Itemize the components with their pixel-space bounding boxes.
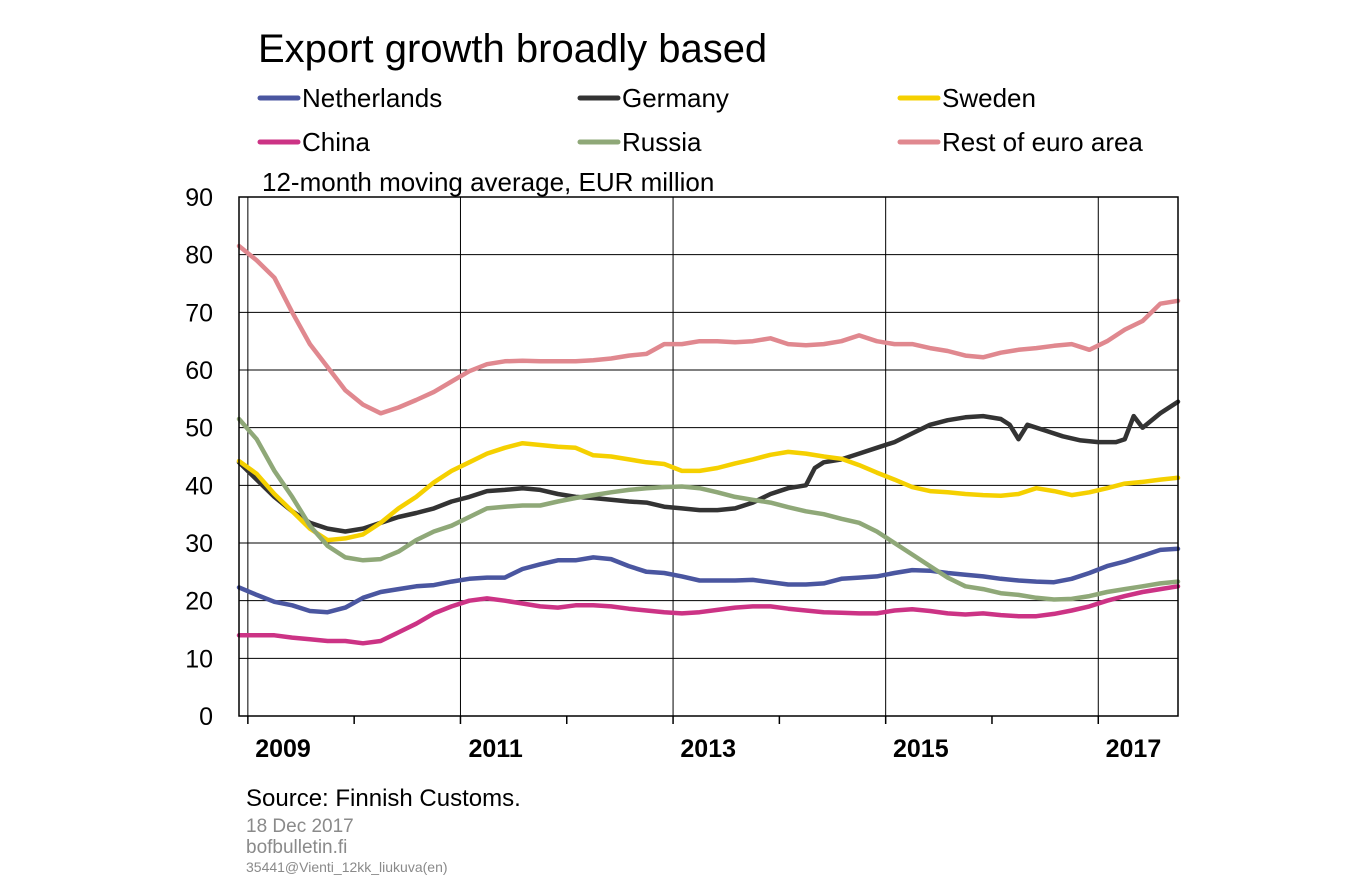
- legend-item: Germany: [577, 83, 729, 113]
- x-tick-label: 2013: [680, 735, 736, 763]
- site-name: bofbulletin.fi: [246, 837, 347, 858]
- x-tick-label: 2011: [468, 735, 522, 763]
- series-lines: [236, 243, 1181, 646]
- x-tick-label: 2017: [1106, 735, 1162, 763]
- legend-label: Sweden: [942, 83, 1036, 113]
- legend-label: Netherlands: [302, 83, 442, 113]
- series-line-0: [236, 546, 1181, 615]
- series-line-2: [236, 440, 1181, 543]
- legend-label: Russia: [622, 127, 702, 157]
- y-tick-label: 30: [185, 530, 213, 558]
- series-line-3: [236, 584, 1181, 646]
- publication-date: 18 Dec 2017: [246, 816, 354, 837]
- y-axis: 0 10 20 30 40 50 60 70 80 90: [185, 184, 213, 731]
- chart-subtitle: 12-month moving average, EUR million: [262, 167, 714, 197]
- y-tick-label: 70: [185, 299, 213, 327]
- y-tick-label: 90: [185, 184, 213, 212]
- series-line-4: [236, 416, 1181, 602]
- chart-title: Export growth broadly based: [258, 27, 767, 71]
- legend: Netherlands Germany Sweden China Russia Rest …: [257, 83, 1143, 157]
- legend-item: Russia: [577, 127, 702, 157]
- y-tick-label: 20: [185, 588, 213, 616]
- chart-code: 35441@Vienti_12kk_liukuva(en): [246, 859, 448, 875]
- legend-item: China: [257, 127, 370, 157]
- plot-frame: [238, 196, 1179, 717]
- y-tick-label: 50: [185, 415, 213, 443]
- series-line-1: [236, 399, 1181, 534]
- source-note: Source: Finnish Customs.: [246, 785, 521, 812]
- legend-label: Germany: [622, 83, 729, 113]
- y-tick-label: 80: [185, 242, 213, 270]
- x-axis: 2009 2011 2013 2015 2017: [247, 716, 1162, 763]
- legend-item: Rest of euro area: [897, 127, 1143, 157]
- legend-item: Netherlands: [257, 83, 442, 113]
- y-tick-label: 0: [199, 703, 213, 731]
- gridlines: [239, 197, 1178, 716]
- y-tick-label: 40: [185, 472, 213, 500]
- x-tick-label: 2009: [255, 735, 311, 763]
- y-tick-label: 10: [185, 645, 213, 673]
- legend-item: Sweden: [897, 83, 1036, 113]
- y-tick-label: 60: [185, 357, 213, 385]
- series-line-5: [236, 243, 1181, 416]
- x-tick-label: 2015: [893, 735, 949, 763]
- legend-label: China: [302, 127, 370, 157]
- legend-label: Rest of euro area: [942, 127, 1143, 157]
